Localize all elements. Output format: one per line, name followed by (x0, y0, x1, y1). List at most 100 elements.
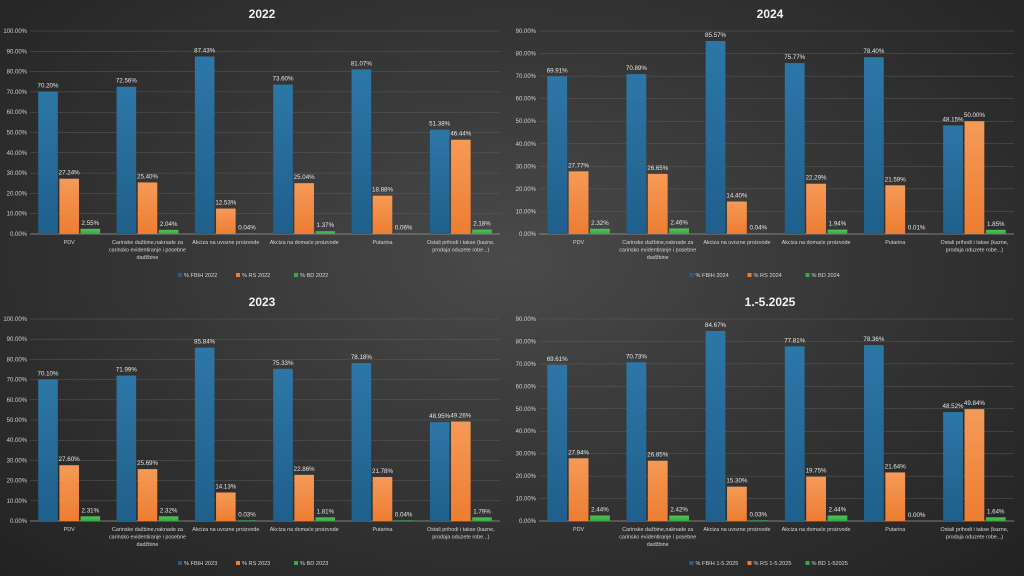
category-label: Ostali prihodi i takse (kazne, (427, 240, 495, 246)
y-tick-label: 90.00% (7, 49, 28, 55)
bar-fbih (626, 74, 647, 234)
y-tick-label: 10.00% (7, 212, 28, 218)
data-label: 21.59% (885, 176, 906, 183)
category-label: Ostali prihodi i takse (kazne, (941, 240, 1009, 246)
bar-rs (372, 477, 393, 521)
legend-swatch (747, 561, 752, 565)
data-label: 12.53% (215, 200, 236, 207)
data-label: 87.43% (194, 48, 215, 55)
data-label: 2.44% (591, 507, 609, 514)
y-tick-label: 90.00% (516, 29, 537, 35)
chart-2025: 1.-5.2025 0.00% 10.00% 20.00% 30.00% 40.00% 50… (516, 295, 1014, 567)
legend-label: % RS 1-5.2025 (754, 561, 792, 567)
y-tick-label: 0.00% (10, 232, 28, 238)
y-tick-label: 70.00% (7, 90, 28, 96)
category-label: Carinske dažbine,naknade za (112, 527, 183, 533)
bar-rs (885, 472, 906, 521)
data-label: 0.04% (750, 224, 768, 231)
category-label: Putarina (372, 240, 392, 246)
category-label: Akciza na uvozne proizvode (703, 527, 770, 533)
y-tick-label: 70.00% (516, 362, 537, 368)
y-tick-label: 100.00% (3, 317, 27, 323)
data-label: 69.61% (547, 356, 568, 363)
data-label: 1.37% (317, 222, 335, 229)
bar-rs (59, 178, 79, 234)
chart-title: 1.-5.2025 (745, 295, 796, 309)
legend-swatch (747, 273, 752, 277)
data-label: 0.03% (750, 511, 768, 518)
category-label: Putarina (885, 527, 905, 533)
chart-2024: 2024 0.00% 10.00% 20.00% 30.00% 40.00% 50.00% 6… (516, 7, 1014, 279)
bar-rs (964, 409, 985, 521)
y-tick-label: 0.00% (519, 519, 537, 525)
legend-label: % BD 2023 (300, 561, 328, 567)
bar-rs (806, 476, 826, 521)
y-tick-label: 40.00% (7, 438, 28, 444)
y-tick-label: 20.00% (516, 187, 537, 193)
data-label: 25.69% (137, 460, 158, 467)
bar-bd (906, 233, 927, 234)
data-label: 2.04% (160, 221, 178, 228)
bar-rs (964, 121, 985, 234)
data-label: 70.20% (38, 82, 59, 89)
category-label: dadžbine (137, 255, 159, 261)
y-tick-label: 30.00% (7, 171, 28, 177)
y-tick-label: 50.00% (516, 119, 537, 125)
bar-fbih (351, 69, 372, 234)
bar-fbih (429, 422, 450, 521)
y-tick-label: 20.00% (516, 474, 537, 480)
data-label: 0.01% (908, 224, 926, 231)
category-label: Ostali prihodi i takse (kazne, (427, 527, 495, 533)
chart-2022: 2022 0.00% 10.00% 20.00% 30.00% 40.00% 50.00% 6… (3, 7, 500, 279)
bar-bd (237, 520, 257, 521)
bar-bd (669, 228, 690, 234)
y-tick-label: 90.00% (7, 337, 28, 343)
bar-fbih (116, 375, 137, 521)
bar-bd (472, 517, 492, 521)
data-label: 0.04% (395, 511, 413, 518)
y-tick-label: 80.00% (7, 357, 28, 363)
data-label: 70.89% (626, 65, 647, 72)
bar-fbih (273, 84, 293, 234)
bar-fbih (626, 362, 647, 521)
y-tick-label: 0.00% (10, 519, 28, 525)
category-label: PDV (64, 240, 75, 246)
category-label: dadžbine (647, 255, 669, 261)
category-label: Akciza na uvozne proizvode (192, 240, 259, 246)
y-tick-label: 50.00% (516, 407, 537, 413)
category-label: dadžbine (647, 542, 669, 548)
data-label: 25.04% (294, 174, 315, 181)
legend-label: % FBIH 1-5.2025 (696, 561, 739, 567)
category-label: Akciza na uvozne proizvode (703, 240, 770, 246)
data-label: 21.78% (372, 468, 393, 475)
y-tick-label: 30.00% (516, 164, 537, 170)
bar-bd (985, 229, 1006, 234)
y-tick-label: 60.00% (7, 398, 28, 404)
data-label: 2.18% (473, 221, 491, 228)
legend-label: % FBIH 2023 (184, 561, 217, 567)
legend-label: % RS 2023 (242, 561, 270, 567)
bar-bd (590, 515, 610, 521)
data-label: 2.32% (591, 220, 609, 227)
y-tick-label: 10.00% (516, 209, 537, 215)
category-label: prodaja oduzete robe...) (432, 535, 489, 541)
bar-rs (451, 421, 471, 521)
data-label: 26.65% (647, 165, 668, 172)
bar-bd (985, 517, 1006, 521)
legend-swatch (236, 561, 240, 565)
y-tick-label: 20.00% (7, 191, 28, 197)
category-label: prodaja oduzete robe...) (946, 535, 1003, 541)
data-label: 27.77% (568, 162, 589, 169)
bar-bd (80, 228, 101, 234)
data-label: 14.13% (215, 483, 236, 490)
y-tick-label: 90.00% (516, 317, 537, 323)
data-label: 22.86% (294, 466, 315, 473)
data-label: 85.57% (705, 32, 726, 39)
chart-title: 2022 (249, 7, 276, 21)
bar-bd (748, 520, 769, 521)
category-label: carinsko evidentiranje i posebne (619, 535, 696, 541)
data-label: 2.46% (670, 219, 688, 226)
data-label: 69.91% (547, 67, 568, 74)
y-tick-label: 70.00% (516, 74, 537, 80)
bar-rs (294, 474, 314, 521)
